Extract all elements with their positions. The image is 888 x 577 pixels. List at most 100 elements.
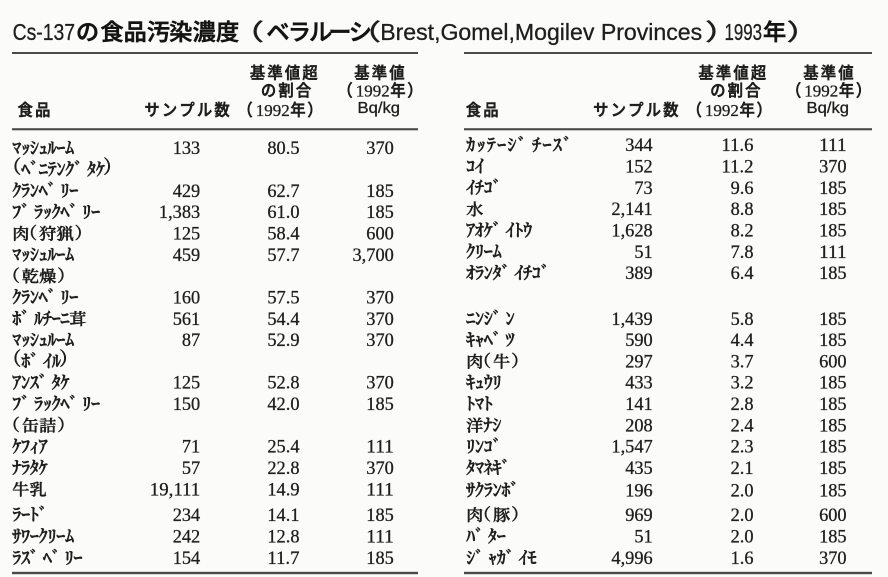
svg-text:1992: 1992 [705,101,739,120]
svg-text:208: 208 [625,415,653,436]
svg-text:5.8: 5.8 [731,309,754,330]
svg-text:185: 185 [819,458,847,479]
svg-text:600: 600 [819,351,847,372]
svg-text:111: 111 [366,527,394,548]
svg-text:185: 185 [366,202,394,223]
svg-text:969: 969 [625,505,653,526]
svg-text:25.4: 25.4 [267,437,299,458]
svg-text:185: 185 [819,480,847,501]
svg-text:185: 185 [366,505,394,526]
svg-text:370: 370 [366,458,394,479]
svg-text:459: 459 [173,245,201,266]
svg-text:9.6: 9.6 [731,178,754,199]
svg-text:600: 600 [366,224,394,245]
svg-text:8.2: 8.2 [731,221,754,242]
svg-text:3,700: 3,700 [353,245,394,266]
svg-text:1.6: 1.6 [731,548,754,569]
svg-text:1,383: 1,383 [159,202,200,223]
svg-text:73: 73 [634,178,652,199]
svg-text:561: 561 [173,309,201,330]
svg-text:185: 185 [366,548,394,569]
svg-text:14.1: 14.1 [267,505,299,526]
svg-text:61.0: 61.0 [267,202,299,223]
svg-text:370: 370 [366,309,394,330]
svg-text:1992: 1992 [804,81,838,100]
svg-text:7.8: 7.8 [731,242,754,263]
svg-text:590: 590 [625,330,653,351]
svg-text:125: 125 [173,224,201,245]
svg-text:Brest,Gomel,Mogilev Provinces: Brest,Gomel,Mogilev Provinces [380,19,702,45]
svg-text:150: 150 [173,394,201,415]
svg-text:2.0: 2.0 [731,505,754,526]
svg-text:185: 185 [819,373,847,394]
svg-text:2,141: 2,141 [611,199,652,220]
svg-text:111: 111 [819,242,847,263]
svg-text:234: 234 [173,505,201,526]
svg-text:52.9: 52.9 [267,330,299,351]
svg-text:2.3: 2.3 [731,437,754,458]
svg-text:185: 185 [819,415,847,436]
svg-text:Bq/kg: Bq/kg [807,100,850,117]
svg-text:185: 185 [819,263,847,284]
svg-text:Cs-137: Cs-137 [13,19,76,45]
svg-text:160: 160 [173,287,201,308]
svg-text:87: 87 [182,330,201,351]
svg-text:111: 111 [819,135,847,156]
svg-text:1,628: 1,628 [611,221,652,242]
svg-text:57: 57 [182,458,201,479]
svg-text:370: 370 [819,548,847,569]
svg-text:435: 435 [625,458,653,479]
svg-text:185: 185 [366,394,394,415]
svg-text:11.2: 11.2 [721,157,753,178]
svg-text:4,996: 4,996 [611,548,653,569]
svg-text:297: 297 [625,351,653,372]
svg-text:52.8: 52.8 [267,373,299,394]
svg-text:2.4: 2.4 [731,415,754,436]
svg-text:370: 370 [366,330,394,351]
svg-text:600: 600 [819,505,847,526]
svg-text:57.5: 57.5 [267,287,299,308]
svg-text:19,111: 19,111 [150,479,200,500]
svg-text:185: 185 [819,309,847,330]
svg-text:152: 152 [625,157,653,178]
svg-text:1992: 1992 [256,101,290,120]
svg-text:51: 51 [634,242,652,263]
svg-text:111: 111 [366,437,394,458]
svg-text:185: 185 [819,199,847,220]
svg-text:433: 433 [625,373,653,394]
svg-text:11.7: 11.7 [267,548,299,569]
svg-text:141: 141 [625,394,653,415]
svg-text:185: 185 [366,181,394,202]
svg-text:185: 185 [819,178,847,199]
svg-text:111: 111 [366,479,394,500]
svg-text:57.7: 57.7 [267,245,299,266]
svg-text:3.2: 3.2 [731,373,754,394]
svg-text:42.0: 42.0 [267,394,299,415]
svg-text:8.8: 8.8 [731,199,754,220]
svg-text:3.7: 3.7 [731,351,754,372]
svg-text:14.9: 14.9 [267,479,299,500]
svg-text:2.0: 2.0 [731,480,754,501]
svg-text:51: 51 [634,527,652,548]
svg-text:389: 389 [625,263,653,284]
svg-text:11.6: 11.6 [721,135,753,156]
svg-text:58.4: 58.4 [267,224,299,245]
svg-text:154: 154 [173,548,201,569]
svg-text:Bq/kg: Bq/kg [358,100,401,117]
svg-text:370: 370 [366,138,394,159]
svg-text:196: 196 [625,480,653,501]
svg-text:12.8: 12.8 [267,527,299,548]
svg-text:1,547: 1,547 [611,437,653,458]
svg-text:6.4: 6.4 [731,263,754,284]
svg-text:54.4: 54.4 [267,309,299,330]
svg-text:22.8: 22.8 [267,458,299,479]
svg-text:185: 185 [819,394,847,415]
svg-text:370: 370 [366,373,394,394]
svg-text:125: 125 [173,373,201,394]
svg-text:429: 429 [173,181,201,202]
svg-text:71: 71 [182,437,200,458]
svg-text:1993: 1993 [725,19,763,45]
svg-text:1,439: 1,439 [611,309,652,330]
svg-text:242: 242 [173,527,201,548]
svg-text:2.8: 2.8 [731,394,754,415]
